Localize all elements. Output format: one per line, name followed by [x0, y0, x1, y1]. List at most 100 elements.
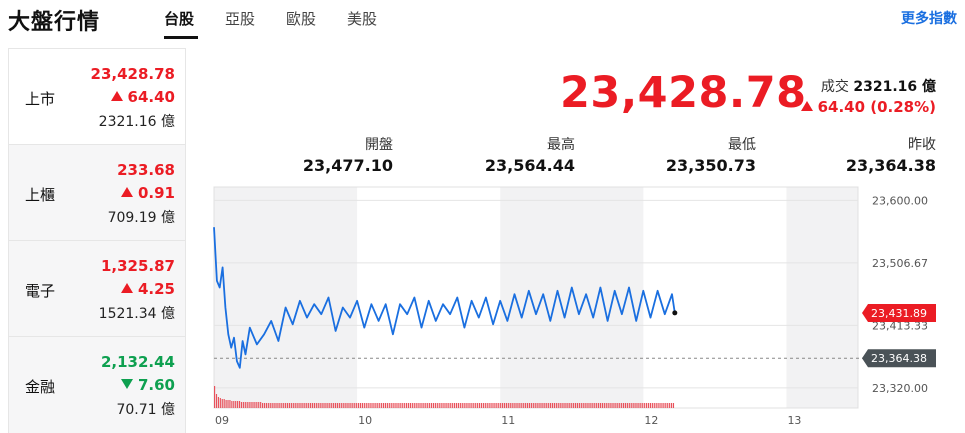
index-price: 23,428.78 [560, 68, 807, 118]
volume-bar [457, 403, 460, 408]
stat-low: 最低 23,350.73 [596, 134, 756, 175]
volume-bar [317, 403, 319, 408]
volume-bar [567, 403, 569, 408]
volume-bar [400, 403, 402, 408]
volume-bar [434, 403, 436, 408]
volume-bar [609, 403, 611, 408]
volume-bar [334, 403, 337, 408]
stat-value: 23,564.44 [484, 156, 575, 175]
sidebar-item-price: 23,428.78 [90, 65, 175, 83]
volume-bar [329, 403, 331, 408]
volume-bar [651, 403, 653, 408]
volume-bar [406, 403, 408, 408]
volume-bar [484, 403, 486, 408]
volume-bar [358, 403, 360, 408]
volume-bar [214, 386, 216, 408]
volume-bar [256, 402, 258, 408]
volume-bar [548, 403, 550, 408]
volume-bar [503, 403, 506, 408]
volume-bar [283, 403, 285, 408]
volume-bar [465, 403, 467, 408]
volume-bar [369, 403, 371, 408]
volume-bar [442, 403, 444, 408]
volume-bar [530, 403, 532, 408]
sidebar-item-change: 0.91 [120, 184, 175, 202]
volume-bar [356, 403, 358, 408]
volume-bar [646, 403, 648, 408]
volume-bar [622, 403, 625, 408]
tab-europe[interactable]: 歐股 [286, 10, 317, 28]
volume-bar [306, 403, 308, 408]
sidebar-item-volume: 2321.16 億 [98, 114, 175, 130]
volume-bar [565, 403, 567, 408]
sidebar-item-volume: 709.19 億 [107, 210, 175, 226]
volume-bar [638, 403, 640, 408]
sidebar-item-change: 7.60 [120, 376, 175, 394]
volume-bar [273, 403, 275, 408]
volume-bar [313, 403, 315, 408]
volume-bar [634, 403, 636, 408]
volume-bar [592, 403, 594, 408]
volume-bar [325, 403, 327, 408]
current-price-tag [862, 303, 936, 322]
volume-bar [308, 403, 310, 408]
volume-bar [238, 401, 241, 408]
volume-bar [425, 403, 427, 408]
volume-bar [367, 403, 369, 408]
volume-bar [254, 402, 256, 408]
volume-bar [628, 403, 630, 408]
tab-taiwan[interactable]: 台股 [164, 10, 195, 28]
volume-bar [586, 403, 588, 408]
volume-bar [286, 403, 289, 408]
volume-bar [319, 403, 321, 408]
volume-bar [250, 402, 252, 408]
volume-bar [661, 403, 663, 408]
volume-bar [279, 403, 281, 408]
stat-label: 最低 [728, 137, 756, 153]
sidebar-item-otc[interactable]: 上櫃 233.68 0.91 709.19 億 [9, 145, 185, 241]
sidebar-item-volume: 70.71 億 [116, 402, 175, 418]
volume-bar [477, 403, 479, 408]
y-tick-label: 23,506.67 [872, 257, 928, 270]
plot-frame [213, 186, 859, 409]
last-price-dot [672, 310, 678, 316]
volume-bar [409, 403, 411, 408]
more-indices-link[interactable]: 更多指數 [901, 11, 957, 27]
volume-bar [669, 403, 671, 408]
sidebar-item-electronics[interactable]: 電子 1,325.87 4.25 1521.34 億 [9, 241, 185, 337]
volume-bar [398, 403, 400, 408]
volume-bar [657, 403, 659, 408]
volume-bar [450, 403, 452, 408]
volume-bar [467, 403, 469, 408]
volume-bar [265, 403, 267, 408]
volume-bar [576, 403, 579, 408]
up-arrow-icon [800, 101, 813, 111]
intraday-chart[interactable]: 23,600.00 23,506.67 23,413.33 23,320.00 09 10… [200, 180, 965, 433]
volume-bar [534, 403, 536, 408]
stat-label: 開盤 [365, 137, 393, 153]
volume-bar [478, 403, 481, 408]
hour-band [214, 187, 358, 408]
volume-bar [417, 403, 419, 408]
volume-bar [269, 403, 271, 408]
volume-bar [371, 403, 373, 408]
tab-asia[interactable]: 亞股 [225, 10, 256, 28]
volume-bar [411, 403, 413, 408]
volume-bar [630, 403, 632, 408]
x-tick-label: 13 [787, 414, 801, 427]
volume-bar [252, 402, 254, 408]
volume-bar [217, 397, 219, 408]
sidebar-item-listed[interactable]: 上市 23,428.78 64.40 2321.16 億 [9, 49, 185, 145]
index-sidebar: 上市 23,428.78 64.40 2321.16 億 上櫃 233.68 0… [8, 48, 186, 433]
volume-bar [227, 400, 229, 408]
volume-bar [626, 403, 628, 408]
tab-us[interactable]: 美股 [347, 10, 378, 28]
volume-bar [302, 403, 304, 408]
change-value: 4.25 [137, 280, 175, 298]
volume-bar [429, 403, 431, 408]
volume-bar [507, 403, 509, 408]
volume-bar [557, 403, 559, 408]
volume-bar [492, 403, 494, 408]
volume-bar [396, 403, 398, 408]
sidebar-item-finance[interactable]: 金融 2,132.44 7.60 70.71 億 [9, 337, 185, 433]
